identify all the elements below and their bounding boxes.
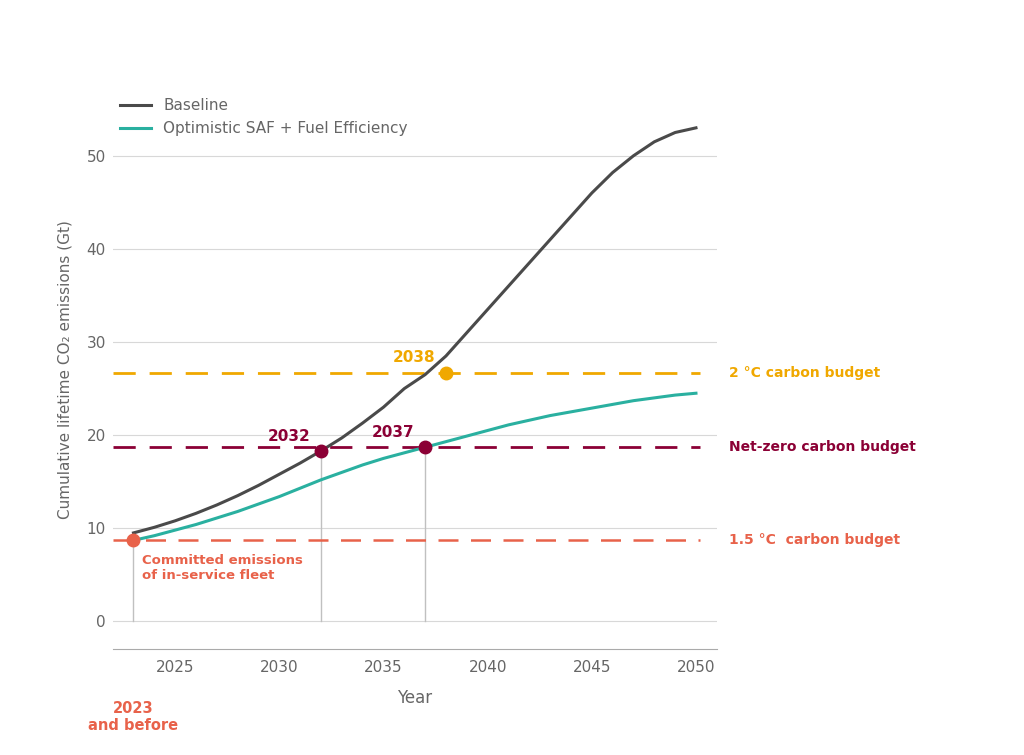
Text: 2037: 2037 [372,425,415,439]
Legend: Baseline, Optimistic SAF + Fuel Efficiency: Baseline, Optimistic SAF + Fuel Efficien… [120,98,408,136]
Text: 2 °C carbon budget: 2 °C carbon budget [729,365,881,380]
Y-axis label: Cumulative lifetime CO₂ emissions (Gt): Cumulative lifetime CO₂ emissions (Gt) [57,220,73,519]
Text: 2038: 2038 [393,350,435,365]
Text: 2023
and before: 2023 and before [88,701,178,733]
X-axis label: Year: Year [397,689,432,707]
Text: 1.5 °C  carbon budget: 1.5 °C carbon budget [729,533,900,547]
Text: Net-zero carbon budget: Net-zero carbon budget [729,440,915,455]
Text: Committed emissions
of in-service fleet: Committed emissions of in-service fleet [141,554,303,582]
Text: 2032: 2032 [268,429,310,443]
